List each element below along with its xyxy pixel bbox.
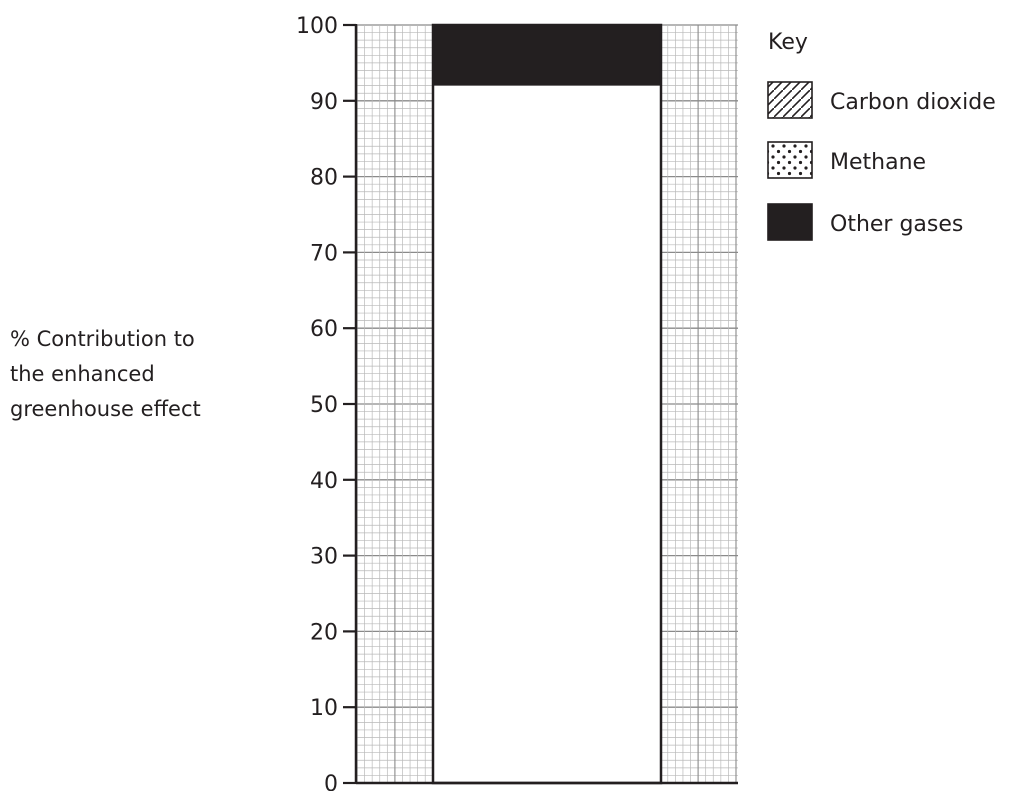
y-tick-label: 80	[310, 166, 338, 191]
legend-swatch-carbon-dioxide	[767, 81, 813, 119]
y-axis-label-line-1: % Contribution to	[10, 327, 195, 351]
bar	[431, 23, 663, 785]
y-tick-label: 90	[310, 90, 338, 115]
legend-label-methane: Methane	[830, 150, 926, 175]
y-tick-label: 30	[310, 545, 338, 570]
y-axis-label: % Contribution to the enhanced greenhous…	[10, 327, 201, 421]
y-axis-label-line-3: greenhouse effect	[10, 397, 201, 421]
y-tick-label: 50	[310, 393, 338, 418]
legend-swatch-methane	[767, 141, 813, 179]
bar-background	[433, 25, 661, 783]
legend-label-carbon-dioxide: Carbon dioxide	[830, 90, 996, 115]
y-tick-labels: 0 10 20 30 40 50 60 70 80 90 100	[296, 14, 338, 791]
y-tick-label: 20	[310, 620, 338, 645]
y-tick-label: 40	[310, 469, 338, 494]
y-tick-label: 0	[324, 772, 338, 791]
y-tick-label: 10	[310, 696, 338, 721]
bar-segment-other-gases	[433, 25, 661, 86]
y-axis	[343, 23, 738, 785]
y-tick-label: 100	[296, 14, 338, 39]
legend-label-other-gases: Other gases	[830, 212, 963, 237]
legend-title: Key	[768, 30, 808, 55]
y-tick-label: 60	[310, 317, 338, 342]
legend: Key Carbon dioxide Methane Other gases	[767, 30, 996, 241]
y-axis-label-line-2: the enhanced	[10, 362, 155, 386]
legend-swatch-other-gases	[767, 203, 813, 241]
y-tick-label: 70	[310, 241, 338, 266]
